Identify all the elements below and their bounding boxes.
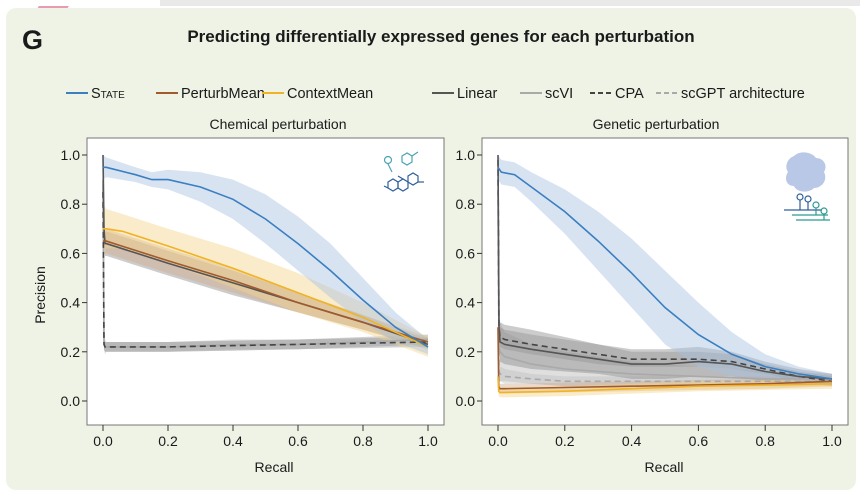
x-tick-label: 0.2 (158, 433, 178, 449)
legend-label: ContextMean (287, 86, 373, 102)
series-line (103, 240, 429, 343)
series-line (103, 166, 429, 348)
legend-label: scVI (545, 86, 573, 102)
plot-area (481, 137, 849, 426)
series-line (497, 179, 832, 383)
confidence-band (103, 155, 428, 355)
confidence-band (498, 155, 832, 384)
legend-label: PerturbMean (181, 86, 265, 102)
y-tick-label: 1.0 (456, 147, 476, 163)
legend-item: scVI (520, 86, 573, 102)
y-tick-label: 0.8 (456, 196, 476, 212)
confidence-band (103, 155, 428, 350)
legend-label: State (91, 86, 125, 102)
x-tick-label: 0.0 (93, 433, 113, 449)
y-tick-label: 0.0 (61, 393, 81, 409)
legend-item: CPA (590, 86, 644, 102)
confidence-band (498, 327, 832, 394)
x-tick-label: 0.8 (755, 433, 775, 449)
legend-label: scGPT architecture (681, 86, 805, 102)
confidence-band (103, 179, 428, 355)
confidence-band (498, 155, 832, 384)
legend-item: ContextMean (262, 86, 373, 102)
x-tick-label: 1.0 (822, 433, 842, 449)
series-line (497, 154, 833, 380)
gene-perturbation-icon (784, 152, 830, 221)
x-tick-label: 0.4 (622, 433, 642, 449)
x-tick-label: 0.4 (223, 433, 243, 449)
x-tick-label: 0.8 (353, 433, 373, 449)
series-line (497, 159, 833, 383)
y-tick-label: 0.2 (456, 344, 476, 360)
series-line (497, 191, 832, 380)
y-tick-label: 0.4 (61, 295, 81, 311)
chemical-perturbation-chart: 0.0 0.2 0.4 0.6 0.8 1.0 0.0 0.2 0.4 0.6 0.8 1.0 (61, 137, 445, 449)
y-tick-label: 0.4 (456, 295, 476, 311)
legend-label: Linear (457, 86, 497, 102)
legend-item: Linear (432, 86, 497, 102)
legend-item: PerturbMean (156, 86, 265, 102)
series-line (103, 228, 429, 348)
legend-item: State (66, 86, 125, 102)
figure-title: Predicting differentially expressed gene… (187, 27, 694, 46)
y-tick-label: 0.8 (61, 196, 81, 212)
chart-title-chemical: Chemical perturbation (210, 116, 347, 132)
legend-label: CPA (615, 86, 644, 102)
series-line (497, 376, 833, 394)
panel-letter: G (22, 25, 43, 55)
x-tick-label: 0.2 (555, 433, 575, 449)
confidence-band (498, 191, 832, 387)
genetic-perturbation-chart: 0.0 0.2 0.4 0.6 0.8 1.0 0.0 0.2 0.4 0.6 0.8 1.0 (456, 137, 849, 449)
series-line (497, 166, 833, 380)
y-tick-label: 0.6 (456, 245, 476, 261)
x-tick-label: 0.0 (488, 433, 508, 449)
y-tick-label: 0.2 (61, 344, 81, 360)
x-axis-label-genetic: Recall (645, 459, 684, 475)
legend: State PerturbMean ContextMean Linear scVI CPA… (66, 86, 805, 102)
x-tick-label: 1.0 (418, 433, 438, 449)
chart-title-genetic: Genetic perturbation (593, 116, 720, 132)
molecule-icon (383, 151, 424, 192)
top-strip (160, 0, 860, 6)
series-line (102, 191, 429, 348)
y-tick-label: 0.0 (456, 393, 476, 409)
legend-item: scGPT architecture (656, 86, 805, 102)
x-axis-label-chemical: Recall (255, 459, 294, 475)
x-tick-label: 0.6 (689, 433, 709, 449)
y-tick-label: 1.0 (61, 147, 81, 163)
x-tick-label: 0.6 (288, 433, 308, 449)
y-axis-label: Precision (32, 266, 48, 324)
y-tick-label: 0.6 (61, 245, 81, 261)
